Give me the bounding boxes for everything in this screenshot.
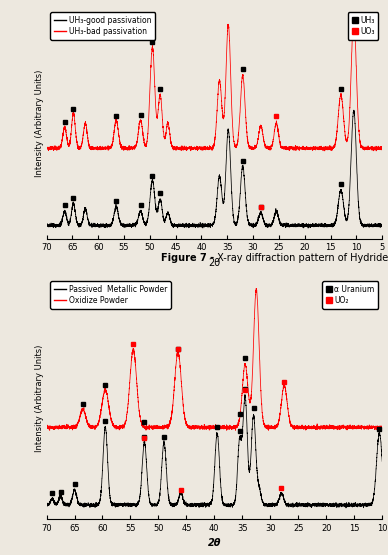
Text: X-ray diffraction pattern of Hydride powder.: X-ray diffraction pattern of Hydride pow… [214, 253, 388, 263]
Y-axis label: Intensity (Arbitrary Units): Intensity (Arbitrary Units) [35, 70, 44, 177]
Text: Figure 7 -: Figure 7 - [161, 253, 214, 263]
Y-axis label: Intensity (Arbitrary Units): Intensity (Arbitrary Units) [35, 345, 44, 452]
X-axis label: 2θ: 2θ [208, 538, 221, 548]
X-axis label: 2θ: 2θ [208, 258, 220, 268]
Legend: UH₃, UO₃: UH₃, UO₃ [348, 12, 378, 40]
Legend: α Uranium, UO₂: α Uranium, UO₂ [322, 281, 378, 309]
